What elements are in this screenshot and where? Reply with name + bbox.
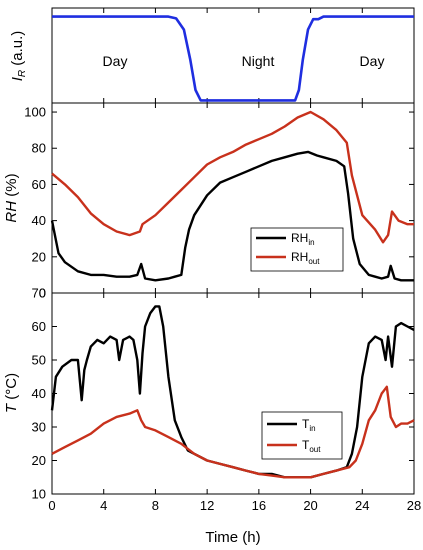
legend-t-in-label: Tin [302,417,316,433]
x-tick-label: 12 [200,498,214,513]
ylabel-rh: RH (%) [3,173,20,222]
ylabel-temperature: T (°C) [3,373,20,413]
legend-t-out-label: Tout [302,438,321,454]
legend-rh-out-label: RHout [291,250,320,266]
panel-relative-humidity: 0 20 40 60 80 100 RH (%) RHin RHout [3,102,415,301]
panel-irradiance: Day Night Day IR (a.u.) [9,7,415,104]
ylabel-irradiance: IR (a.u.) [9,31,28,82]
y-tick-label: 20 [32,453,46,468]
y-tick-label: 100 [24,105,46,120]
x-tick-label: 8 [152,498,159,513]
y-tick-label: 70 [32,286,46,301]
y-tick-label: 40 [32,386,46,401]
y-tick-label: 60 [32,177,46,192]
legend-rh: RHin RHout [250,227,344,272]
x-tick-label: 0 [48,498,55,513]
series-line-0-0 [52,15,414,102]
legend-rh-box [250,227,344,272]
series-line-2-0 [50,305,415,479]
y-tick-label: 40 [32,213,46,228]
legend-t-box [261,411,343,460]
y-tick-label: 80 [32,141,46,156]
series-line-1-1 [51,110,414,244]
xlabel-time: Time (h) [205,529,260,546]
x-tick-label: 4 [100,498,107,513]
legend-rh-in-label: RHin [291,231,315,247]
x-tick-label: 16 [252,498,266,513]
legend-t: Tin Tout [261,411,343,460]
panel-temperature: 0 4 8 12 16 20 24 28 10 20 30 40 50 60 70 T (°C) Time … [3,286,421,547]
annotation-day-right: Day [360,53,385,69]
y-tick-label: 10 [32,487,46,502]
series-line-2-1 [51,385,415,479]
y-tick-label: 50 [32,353,46,368]
y-tick-label: 0 [39,286,46,301]
x-tick-label: 24 [355,498,369,513]
y-tick-label: 60 [32,319,46,334]
y-tick-label: 30 [32,420,46,435]
series-line-1-0 [50,150,414,282]
y-tick-label: 20 [32,249,46,264]
annotation-night: Night [242,53,275,69]
x-tick-label: 20 [303,498,317,513]
annotation-day-left: Day [103,53,128,69]
x-tick-label: 28 [407,498,421,513]
